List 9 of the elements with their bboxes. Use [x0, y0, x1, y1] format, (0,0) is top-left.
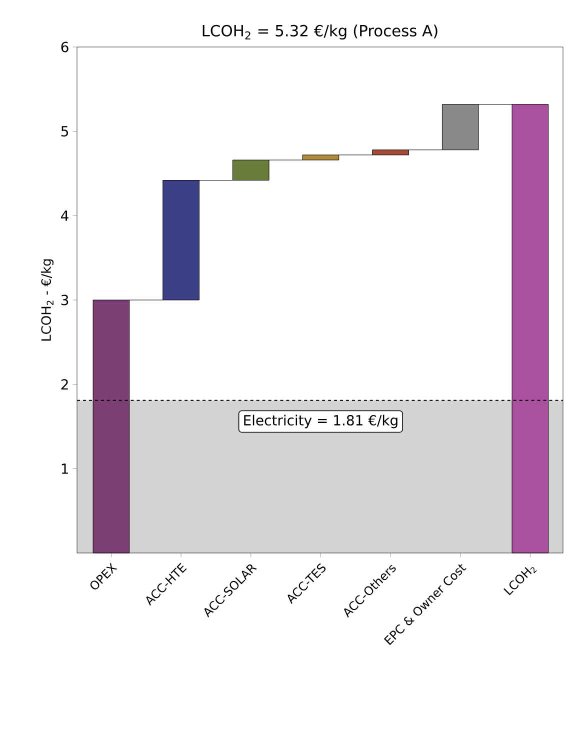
y-tick-label: 1	[62, 464, 68, 474]
chart-title: LCOH$_{2}$ = 5.32 €/kg (Process A)	[203, 24, 438, 40]
y-tick-label: 2	[62, 379, 68, 390]
legend-label: Electricity = 1.81 €/kg	[244, 414, 398, 428]
y-tick-label: 4	[61, 210, 69, 221]
y-tick-label: 5	[62, 126, 68, 137]
y-tick-label: 3	[62, 294, 68, 306]
y-axis-title: LCOH$_{2}$ - €/kg	[41, 259, 54, 341]
y-tick-label: 6	[62, 42, 69, 52]
